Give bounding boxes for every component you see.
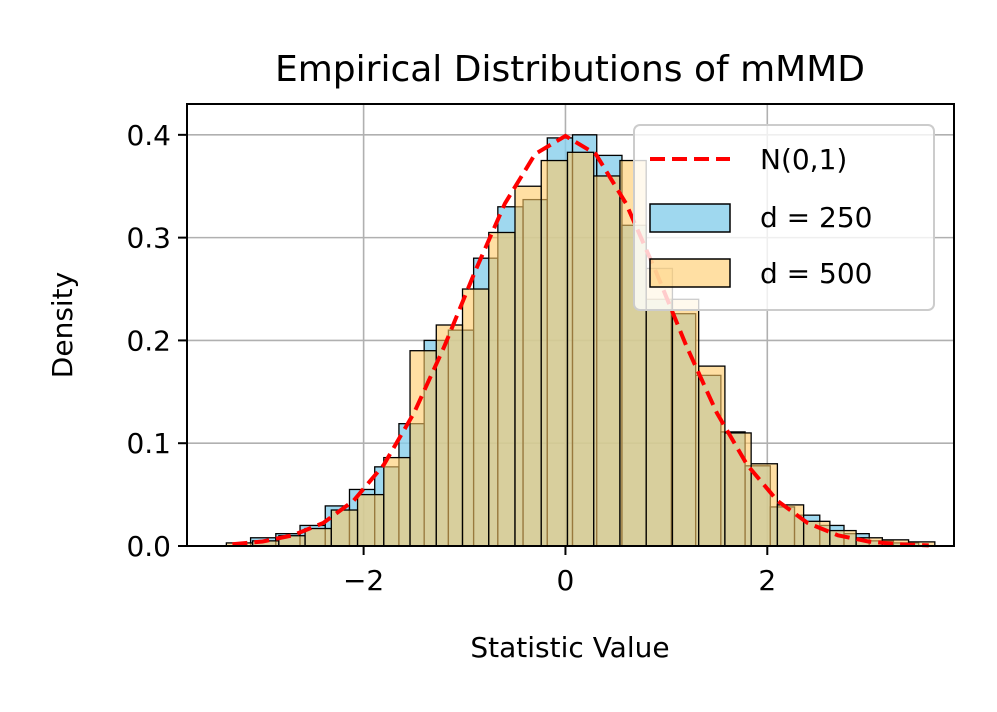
y-tick-label-1: 0.1 [126,427,171,460]
x-tick-label-1: 0 [557,564,575,597]
bar-series-2-bin-5 [356,493,385,547]
bar-series-2-bin-14 [593,175,621,547]
plot-frame [186,103,955,547]
legend-label-normal: N(0,1) [760,143,847,176]
y-axis-label: Density [46,272,79,378]
legend-label-d500: d = 500 [760,257,872,290]
bar-series-2-bin-13 [566,151,595,547]
legend-label-d250: d = 250 [760,201,872,234]
bar-series-2-bin-9 [461,288,490,547]
bar-series-2-bin-18 [698,365,726,547]
bar-series-2-bin-10 [488,231,516,547]
bar-series-2-bin-6 [383,456,411,547]
x-ticks: −2 0 2 [343,546,776,597]
bar-series-2-bin-17 [671,298,700,547]
legend-swatch-d250 [649,203,731,233]
y-tick-label-2: 0.2 [126,324,171,357]
normal-curve [232,133,929,548]
legend: N(0,1) d = 250 d = 500 [633,124,935,311]
bar-series-2-bin-21 [776,504,805,547]
bar-series-2-bin-11 [514,185,542,547]
x-tick-label-0: −2 [343,564,384,597]
legend-swatch-d500 [649,258,731,288]
bar-series-2-bin-12 [540,159,569,547]
x-axis-label: Statistic Value [470,631,669,664]
bar-series-2-bin-3 [304,527,332,547]
y-tick-label-0: 0.0 [126,530,171,563]
chart-title: Empirical Distributions of mMMD [275,49,865,90]
bar-series-2-bin-7 [409,350,437,547]
y-tick-label-3: 0.3 [126,222,171,255]
y-ticks: 0.0 0.1 0.2 0.3 0.4 [126,119,187,563]
bars-series-2 [225,151,936,547]
x-tick-label-2: 2 [758,564,776,597]
bar-series-2-bin-4 [330,509,359,547]
y-tick-label-4: 0.4 [126,119,171,152]
